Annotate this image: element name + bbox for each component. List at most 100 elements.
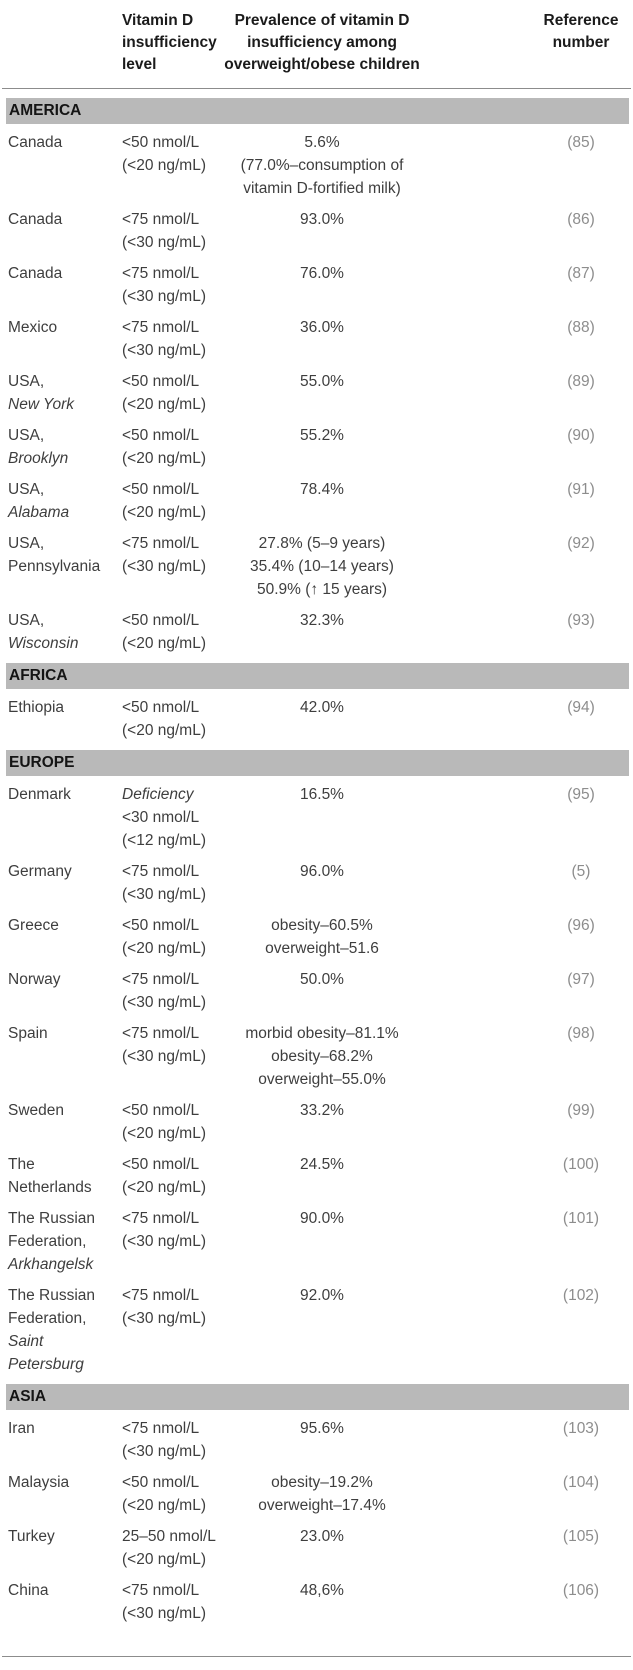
country-cell-line: Arkhangelsk	[8, 1256, 94, 1273]
reference-cell[interactable]: (98)	[567, 1025, 595, 1042]
level-cell: <50 nmol/L (<20 ng/mL)	[122, 370, 218, 416]
reference-cell[interactable]: (104)	[562, 1474, 600, 1491]
level-cell-line: <50 nmol/L	[122, 134, 200, 151]
table-row: China <75 nmol/L (<30 ng/mL) 48,6% (106)	[0, 1579, 633, 1625]
level-cell-line: <75 nmol/L	[122, 1210, 200, 1227]
reference-cell[interactable]: (101)	[562, 1210, 600, 1227]
country-cell-line: Malaysia	[8, 1474, 70, 1491]
prevalence-cell-line: vitamin D-fortified milk)	[243, 180, 401, 197]
prevalence-cell-line: overweight–17.4%	[258, 1497, 386, 1514]
prevalence-cell: 32.3%	[218, 609, 426, 655]
table-row: USA, Brooklyn <50 nmol/L (<20 ng/mL) 55.2% (9…	[0, 424, 633, 470]
level-cell-line: (<20 ng/mL)	[122, 1551, 207, 1568]
header-spacer	[426, 10, 533, 76]
country-cell: Iran	[8, 1417, 122, 1463]
country-cell-line: Pennsylvania	[8, 558, 101, 575]
level-cell-line: (<20 ng/mL)	[122, 940, 207, 957]
prevalence-cell-line: 92.0%	[300, 1287, 344, 1304]
country-cell: Canada	[8, 208, 122, 254]
reference-cell[interactable]: (99)	[567, 1102, 595, 1119]
prevalence-cell-line: 27.8% (5–9 years)	[258, 535, 386, 552]
reference-cell[interactable]: (103)	[562, 1420, 600, 1437]
prevalence-cell: 36.0%	[218, 316, 426, 362]
level-cell-line: <75 nmol/L	[122, 535, 200, 552]
prevalence-cell-line: 93.0%	[300, 211, 344, 228]
level-cell: <50 nmol/L (<20 ng/mL)	[122, 609, 218, 655]
level-cell-line: Deficiency	[122, 786, 194, 803]
reference-cell[interactable]: (94)	[567, 699, 595, 716]
country-cell: USA, New York	[8, 370, 122, 416]
country-cell: Canada	[8, 131, 122, 200]
country-cell-line: Norway	[8, 971, 61, 988]
level-cell-line: (<30 ng/mL)	[122, 994, 207, 1011]
prevalence-cell-line: (77.0%–consumption of	[240, 157, 404, 174]
reference-cell[interactable]: (100)	[562, 1156, 600, 1173]
row-spacer	[426, 1207, 533, 1276]
country-cell-line: Mexico	[8, 319, 58, 336]
prevalence-cell: morbid obesity–81.1% obesity–68.2% overwei…	[218, 1022, 426, 1091]
level-cell-line: (<30 ng/mL)	[122, 558, 207, 575]
country-cell: Spain	[8, 1022, 122, 1091]
level-cell-line: <75 nmol/L	[122, 265, 200, 282]
level-cell-line: (<30 ng/mL)	[122, 234, 207, 251]
level-cell: <75 nmol/L (<30 ng/mL)	[122, 1022, 218, 1091]
prevalence-cell-line: 48,6%	[300, 1582, 344, 1599]
reference-cell[interactable]: (89)	[567, 373, 595, 390]
table-row: USA, Wisconsin <50 nmol/L (<20 ng/mL) 32.3% (…	[0, 609, 633, 655]
level-cell-line: <75 nmol/L	[122, 1420, 200, 1437]
reference-cell[interactable]: (96)	[567, 917, 595, 934]
table-row: USA, New York <50 nmol/L (<20 ng/mL) 55.0% (8…	[0, 370, 633, 416]
table-row: Canada <50 nmol/L (<20 ng/mL) 5.6% (77.0%–co…	[0, 131, 633, 200]
reference-cell[interactable]: (92)	[567, 535, 595, 552]
prevalence-cell: 27.8% (5–9 years) 35.4% (10–14 years) 50.9…	[218, 532, 426, 601]
reference-cell[interactable]: (102)	[562, 1287, 600, 1304]
country-cell-line: USA,	[8, 373, 45, 390]
row-spacer	[426, 370, 533, 416]
country-cell-line: Ethiopia	[8, 699, 65, 716]
country-cell-line: The	[8, 1156, 35, 1173]
level-cell-line: <50 nmol/L	[122, 1474, 200, 1491]
country-cell: Turkey	[8, 1525, 122, 1571]
level-cell: <75 nmol/L (<30 ng/mL)	[122, 262, 218, 308]
reference-cell[interactable]: (87)	[567, 265, 595, 282]
country-cell-line: The Russian	[8, 1210, 96, 1227]
country-cell: USA, Brooklyn	[8, 424, 122, 470]
prevalence-cell-line: 50.0%	[300, 971, 344, 988]
prevalence-cell-line: 16.5%	[300, 786, 344, 803]
prevalence-cell: obesity–19.2% overweight–17.4%	[218, 1471, 426, 1517]
section-header: EUROPE	[6, 750, 629, 776]
reference-cell[interactable]: (93)	[567, 612, 595, 629]
prevalence-cell: 96.0%	[218, 860, 426, 906]
country-cell-line: Brooklyn	[8, 450, 69, 467]
country-cell: The Russian Federation, Saint Petersburg	[8, 1284, 122, 1376]
reference-cell[interactable]: (95)	[567, 786, 595, 803]
country-cell-line: Alabama	[8, 504, 70, 521]
level-cell: <75 nmol/L (<30 ng/mL)	[122, 1284, 218, 1376]
level-cell-line: <50 nmol/L	[122, 1156, 200, 1173]
level-cell: <75 nmol/L (<30 ng/mL)	[122, 532, 218, 601]
reference-cell[interactable]: (106)	[562, 1582, 600, 1599]
level-cell: Deficiency <30 nmol/L (<12 ng/mL)	[122, 783, 218, 852]
row-spacer	[426, 609, 533, 655]
row-spacer	[426, 1525, 533, 1571]
reference-cell[interactable]: (5)	[571, 863, 591, 880]
row-spacer	[426, 262, 533, 308]
reference-cell[interactable]: (86)	[567, 211, 595, 228]
prevalence-cell-line: obesity–68.2%	[271, 1048, 373, 1065]
reference-cell[interactable]: (88)	[567, 319, 595, 336]
row-spacer	[426, 1417, 533, 1463]
prevalence-cell: 42.0%	[218, 696, 426, 742]
level-cell-line: (<30 ng/mL)	[122, 1048, 207, 1065]
prevalence-cell-line: 5.6%	[304, 134, 340, 151]
country-cell-line: USA,	[8, 427, 45, 444]
table-row: Greece <50 nmol/L (<20 ng/mL) obesity–60.5%…	[0, 914, 633, 960]
row-spacer	[426, 1284, 533, 1376]
reference-cell[interactable]: (90)	[567, 427, 595, 444]
table-row: Malaysia <50 nmol/L (<20 ng/mL) obesity–19.…	[0, 1471, 633, 1517]
reference-cell[interactable]: (97)	[567, 971, 595, 988]
reference-cell[interactable]: (85)	[567, 134, 595, 151]
reference-cell[interactable]: (91)	[567, 481, 595, 498]
prevalence-cell: 23.0%	[218, 1525, 426, 1571]
reference-cell[interactable]: (105)	[562, 1528, 600, 1545]
